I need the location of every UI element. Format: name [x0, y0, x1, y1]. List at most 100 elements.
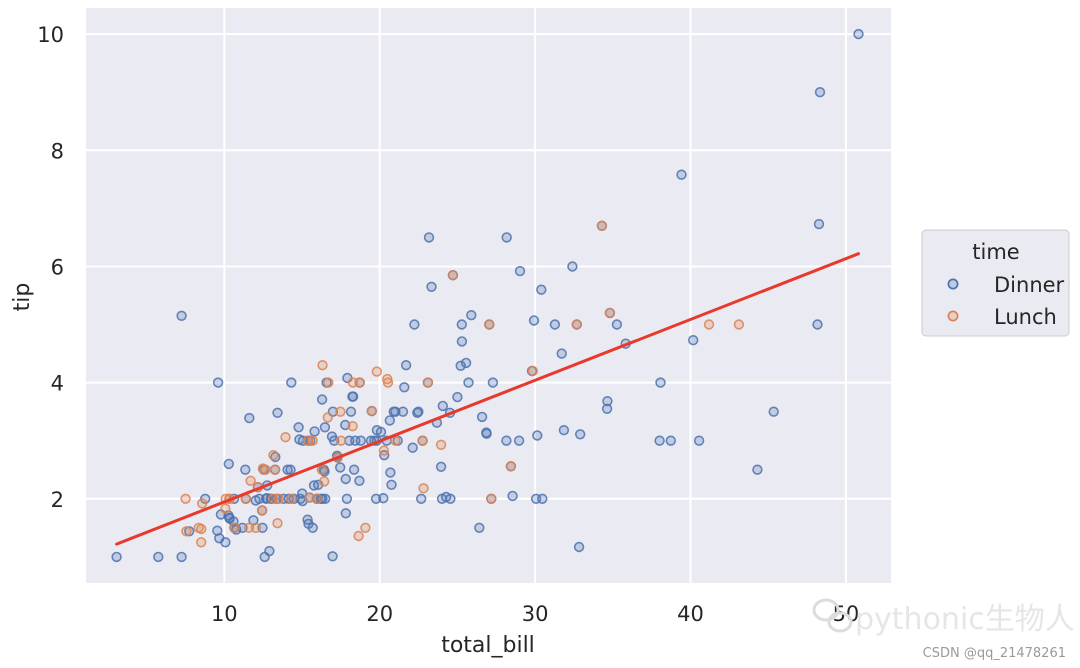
data-point-lunch: [256, 505, 268, 516]
wechat-logo-icon: [812, 598, 853, 633]
x-tick-label: 40: [677, 602, 704, 626]
data-point-dinner: [556, 348, 567, 359]
data-point-lunch: [505, 461, 517, 472]
data-point-dinner: [316, 394, 328, 405]
data-point-lunch: [484, 319, 495, 330]
data-point-dinner: [514, 265, 526, 277]
data-point-lunch: [280, 432, 291, 443]
data-point-dinner: [153, 551, 164, 563]
data-point-dinner: [413, 406, 424, 417]
data-point-dinner: [476, 411, 488, 423]
data-point-dinner: [282, 464, 293, 475]
data-point-lunch: [260, 464, 271, 475]
data-point-dinner: [654, 435, 665, 446]
data-point-dinner: [184, 526, 195, 537]
data-point-dinner: [460, 357, 472, 369]
data-point-dinner: [307, 522, 318, 533]
data-point-lunch: [317, 360, 328, 371]
y-tick-label: 10: [37, 23, 64, 47]
data-point-lunch: [733, 319, 745, 330]
data-point-dinner: [286, 377, 297, 388]
data-point-dinner: [558, 425, 570, 436]
data-point-dinner: [285, 464, 296, 475]
data-point-dinner: [240, 464, 251, 475]
watermark: pythonic生物人 CSDN @qq_21478261: [812, 598, 1075, 661]
data-point-dinner: [455, 360, 466, 371]
data-point-lunch: [347, 421, 358, 432]
data-point-lunch: [371, 366, 382, 377]
data-point-dinner: [813, 218, 825, 230]
data-point-lunch: [268, 450, 279, 461]
data-point-lunch: [703, 319, 715, 330]
data-point-lunch: [447, 270, 459, 281]
data-point-dinner: [348, 464, 360, 475]
data-point-lunch: [354, 377, 365, 388]
data-point-lunch: [418, 483, 429, 494]
data-point-lunch: [596, 220, 608, 232]
data-point-lunch: [197, 498, 208, 509]
data-point-lunch: [307, 435, 318, 446]
data-point-dinner: [340, 508, 351, 519]
data-point-dinner: [354, 475, 365, 486]
data-point-lunch: [366, 405, 377, 417]
data-point-dinner: [407, 442, 418, 453]
data-point-dinner: [501, 435, 512, 446]
data-point-dinner: [481, 428, 492, 439]
data-point-dinner: [416, 493, 427, 504]
regression-line: [115, 252, 861, 546]
data-point-lunch: [312, 493, 323, 504]
data-point-dinner: [345, 406, 357, 417]
data-point-dinner: [814, 86, 826, 98]
data-point-dinner: [513, 435, 525, 446]
data-point-dinner: [111, 551, 122, 563]
data-point-dinner: [611, 319, 623, 330]
data-point-dinner: [687, 335, 699, 346]
data-point-dinner: [375, 426, 387, 438]
data-point-dinner: [223, 458, 235, 470]
data-point-dinner: [768, 406, 779, 417]
data-point-dinner: [370, 493, 382, 504]
watermark-credit: CSDN @qq_21478261: [923, 646, 1066, 661]
data-point-dinner: [456, 319, 467, 330]
data-point-dinner: [400, 360, 412, 371]
data-point-dinner: [528, 315, 540, 326]
data-point-lunch: [273, 493, 285, 504]
data-point-dinner: [385, 467, 396, 478]
y-tick-label: 4: [51, 372, 64, 396]
data-point-lunch: [272, 517, 283, 529]
data-point-lunch: [378, 445, 390, 456]
legend-label-lunch: Lunch: [994, 305, 1057, 329]
data-point-dinner: [327, 551, 338, 562]
data-point-dinner: [409, 319, 420, 330]
data-point-dinner: [212, 377, 224, 388]
data-point-dinner: [549, 319, 561, 330]
data-point-lunch: [181, 526, 192, 537]
data-point-dinner: [537, 493, 548, 504]
data-point-lunch: [245, 475, 256, 486]
data-point-lunch: [360, 522, 371, 533]
data-point-dinner: [384, 415, 395, 426]
data-point-dinner: [853, 28, 864, 40]
data-point-lunch: [180, 493, 191, 504]
data-point-lunch: [417, 435, 428, 446]
data-point-dinner: [347, 391, 359, 402]
data-point-dinner: [293, 422, 304, 433]
data-point-dinner: [602, 396, 613, 407]
data-point-lunch: [335, 406, 346, 417]
data-point-dinner: [665, 435, 676, 446]
data-point-dinner: [574, 429, 586, 440]
data-point-dinner: [435, 461, 447, 472]
y-tick-label: 8: [51, 139, 64, 163]
data-point-dinner: [426, 281, 437, 292]
data-point-lunch: [316, 464, 327, 475]
data-point-dinner: [487, 377, 499, 388]
legend-title: time: [972, 240, 1019, 264]
data-point-dinner: [601, 403, 613, 414]
data-point-dinner: [573, 541, 585, 553]
x-axis-label: total_bill: [441, 633, 535, 658]
data-point-dinner: [176, 310, 187, 321]
data-point-lunch: [220, 503, 231, 514]
data-point-dinner: [466, 310, 477, 321]
data-point-lunch: [486, 493, 497, 504]
